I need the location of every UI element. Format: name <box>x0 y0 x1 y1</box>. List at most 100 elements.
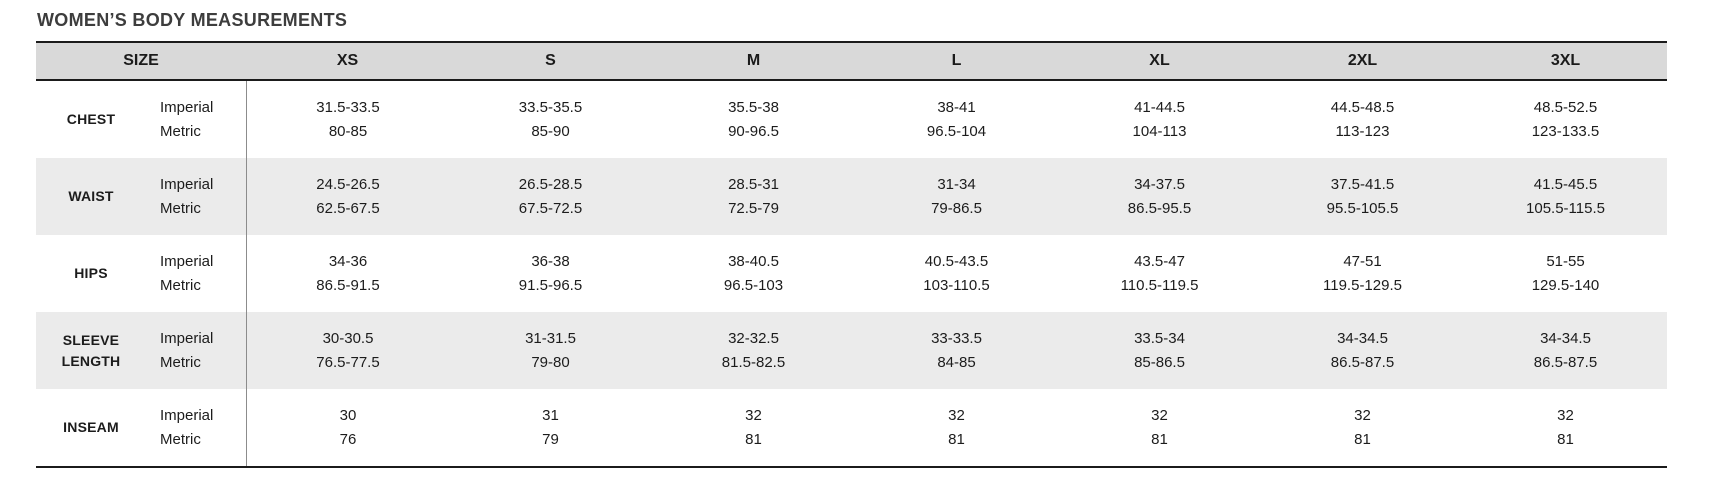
cell-waist-m: 28.5-31 72.5-79 <box>652 158 855 235</box>
metric-value: 123-133.5 <box>1531 123 1600 140</box>
table-header-row: SIZE XS S M L XL 2XL 3XL <box>36 43 1667 81</box>
imperial-value: 47-51 <box>1343 253 1382 270</box>
cell-waist-l: 31-34 79-86.5 <box>855 158 1058 235</box>
header-l: L <box>951 52 962 69</box>
imperial-value: 32-32.5 <box>728 330 779 347</box>
unit-metric-label: Metric <box>160 277 201 294</box>
imperial-value: 41.5-45.5 <box>1533 176 1598 193</box>
imperial-value: 38-41 <box>937 99 976 116</box>
header-2xl: 2XL <box>1347 52 1378 69</box>
header-size: SIZE <box>123 52 159 69</box>
metric-value: 103-110.5 <box>923 277 990 294</box>
header-s: S <box>545 52 556 69</box>
cell-hips-2xl: 47-51 119.5-129.5 <box>1261 235 1464 312</box>
metric-value: 113-123 <box>1335 123 1390 140</box>
cell-waist-s: 26.5-28.5 67.5-72.5 <box>449 158 652 235</box>
imperial-value: 28.5-31 <box>728 176 779 193</box>
metric-value: 85-90 <box>531 123 570 140</box>
metric-value: 96.5-103 <box>723 277 784 294</box>
unit-labels: Imperial Metric <box>146 158 246 235</box>
metric-value: 81 <box>1354 431 1371 448</box>
unit-imperial-label: Imperial <box>160 330 214 347</box>
row-label-chest: CHEST <box>66 111 116 127</box>
metric-value: 129.5-140 <box>1531 277 1600 294</box>
unit-labels: Imperial Metric <box>146 81 246 158</box>
table-row-inseam: INSEAM Imperial Metric 30 76 31 79 32 81… <box>36 389 1667 466</box>
cell-sleeve-m: 32-32.5 81.5-82.5 <box>652 312 855 389</box>
imperial-value: 31.5-33.5 <box>316 99 380 116</box>
metric-value: 81 <box>1557 431 1574 448</box>
metric-value: 81 <box>745 431 762 448</box>
row-label-sleeve-length: SLEEVE LENGTH <box>61 331 121 369</box>
cell-hips-l: 40.5-43.5 103-110.5 <box>855 235 1058 312</box>
imperial-value: 34-36 <box>328 253 368 270</box>
cell-inseam-2xl: 32 81 <box>1261 389 1464 466</box>
imperial-value: 48.5-52.5 <box>1533 99 1598 116</box>
imperial-value: 51-55 <box>1546 253 1585 270</box>
imperial-value: 31-31.5 <box>525 330 576 347</box>
cell-sleeve-xs: 30-30.5 76.5-77.5 <box>246 312 449 389</box>
unit-metric-label: Metric <box>160 123 201 140</box>
header-3xl: 3XL <box>1550 52 1581 69</box>
metric-value: 67.5-72.5 <box>518 200 583 217</box>
table-row-hips: HIPS Imperial Metric 34-36 86.5-91.5 36-… <box>36 235 1667 312</box>
metric-value: 90-96.5 <box>728 123 779 140</box>
cell-chest-xs: 31.5-33.5 80-85 <box>246 81 449 158</box>
imperial-value: 32 <box>745 407 762 424</box>
imperial-value: 26.5-28.5 <box>518 176 583 193</box>
imperial-value: 30 <box>339 407 357 424</box>
imperial-value: 35.5-38 <box>728 99 779 116</box>
metric-value: 81.5-82.5 <box>721 354 786 371</box>
metric-value: 76.5-77.5 <box>316 354 380 371</box>
cell-sleeve-3xl: 34-34.5 86.5-87.5 <box>1464 312 1667 389</box>
metric-value: 84-85 <box>937 354 976 371</box>
cell-chest-2xl: 44.5-48.5 113-123 <box>1261 81 1464 158</box>
metric-value: 81 <box>948 431 965 448</box>
metric-value: 86.5-91.5 <box>316 277 380 294</box>
cell-inseam-s: 31 79 <box>449 389 652 466</box>
imperial-value: 37.5-41.5 <box>1330 176 1395 193</box>
cell-inseam-xl: 32 81 <box>1058 389 1261 466</box>
imperial-value: 33.5-34 <box>1134 330 1185 347</box>
unit-metric-label: Metric <box>160 200 201 217</box>
metric-value: 79 <box>542 431 559 448</box>
imperial-value: 32 <box>1151 407 1168 424</box>
cell-hips-3xl: 51-55 129.5-140 <box>1464 235 1667 312</box>
metric-value: 104-113 <box>1132 123 1187 140</box>
metric-value: 79-86.5 <box>931 200 982 217</box>
cell-chest-m: 35.5-38 90-96.5 <box>652 81 855 158</box>
header-xs: XS <box>336 52 359 69</box>
imperial-value: 32 <box>1354 407 1371 424</box>
cell-sleeve-s: 31-31.5 79-80 <box>449 312 652 389</box>
unit-imperial-label: Imperial <box>160 407 214 424</box>
page-title: WOMEN’S BODY MEASUREMENTS <box>37 10 348 30</box>
metric-value: 91.5-96.5 <box>518 277 583 294</box>
imperial-value: 40.5-43.5 <box>924 253 989 270</box>
row-label-hips: HIPS <box>74 265 108 281</box>
metric-value: 110.5-119.5 <box>1120 277 1199 294</box>
imperial-value: 38-40.5 <box>728 253 779 270</box>
table-row-waist: WAIST Imperial Metric 24.5-26.5 62.5-67.… <box>36 158 1667 235</box>
cell-waist-2xl: 37.5-41.5 95.5-105.5 <box>1261 158 1464 235</box>
cell-chest-xl: 41-44.5 104-113 <box>1058 81 1261 158</box>
unit-metric-label: Metric <box>160 354 201 371</box>
metric-value: 85-86.5 <box>1134 354 1185 371</box>
metric-value: 81 <box>1151 431 1168 448</box>
metric-value: 62.5-67.5 <box>316 200 380 217</box>
cell-hips-s: 36-38 91.5-96.5 <box>449 235 652 312</box>
imperial-value: 33-33.5 <box>931 330 982 347</box>
cell-hips-xl: 43.5-47 110.5-119.5 <box>1058 235 1261 312</box>
cell-inseam-3xl: 32 81 <box>1464 389 1667 466</box>
table-row-chest: CHEST Imperial Metric 31.5-33.5 80-85 33… <box>36 81 1667 158</box>
metric-value: 76 <box>339 431 357 448</box>
cell-inseam-xs: 30 76 <box>246 389 449 466</box>
metric-value: 86.5-87.5 <box>1330 354 1395 371</box>
imperial-value: 34-34.5 <box>1337 330 1388 347</box>
cell-waist-xl: 34-37.5 86.5-95.5 <box>1058 158 1261 235</box>
cell-waist-3xl: 41.5-45.5 105.5-115.5 <box>1464 158 1667 235</box>
imperial-value: 36-38 <box>531 253 570 270</box>
imperial-value: 30-30.5 <box>322 330 374 347</box>
row-label-inseam: INSEAM <box>63 419 119 435</box>
imperial-value: 31 <box>542 407 559 424</box>
metric-value: 96.5-104 <box>926 123 987 140</box>
